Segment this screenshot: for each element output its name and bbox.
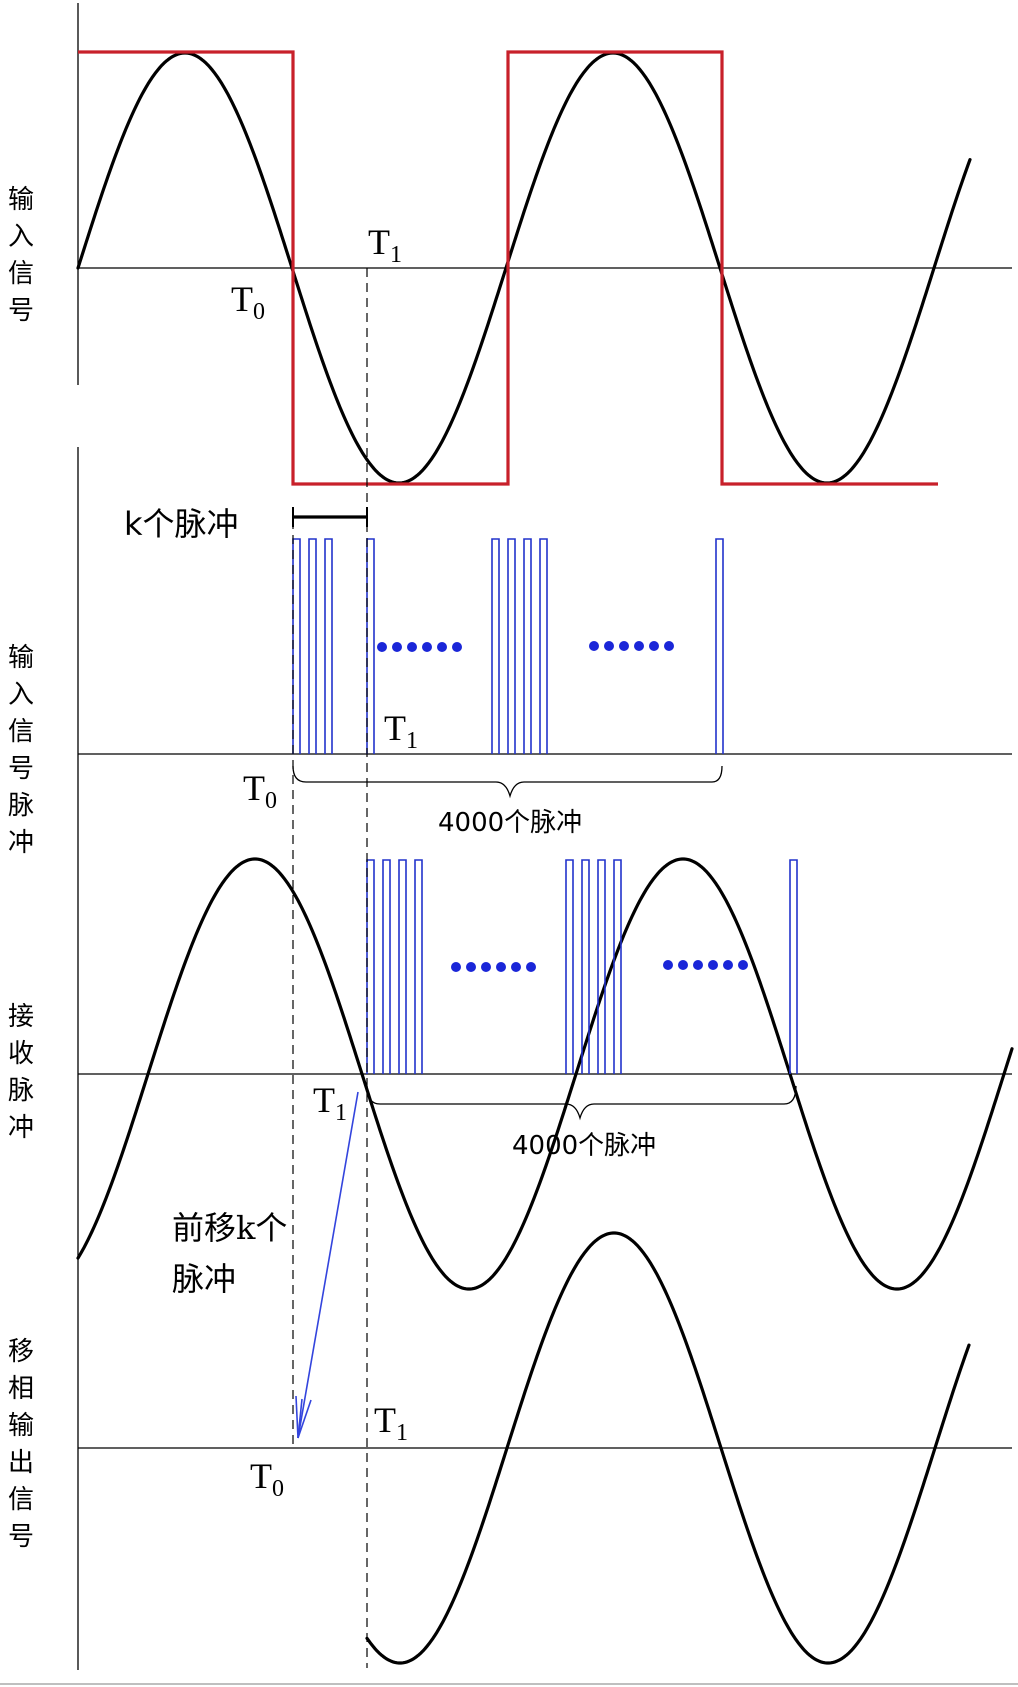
t0-marker-input-pulse: T0 (243, 768, 277, 814)
ellipsis-dot (589, 641, 599, 651)
input-4000-pulse-brace (292, 765, 723, 799)
svg-text:冲: 冲 (8, 828, 34, 858)
svg-text:相: 相 (8, 1374, 34, 1404)
svg-text:出: 出 (8, 1448, 34, 1478)
ellipsis-dot (451, 962, 461, 972)
receive-4000-pulse-brace (366, 1085, 797, 1121)
input-pulse (292, 538, 301, 754)
t1-marker-input-pulse: T1 (384, 708, 418, 754)
k-pulse-span-marker (292, 507, 368, 527)
input-pulse (715, 538, 724, 754)
t1-marker-receive-pulse: T1 (313, 1080, 347, 1126)
receive-4000-pulses-label: 4000个脉冲 (512, 1131, 656, 1161)
receive-pulse (597, 859, 606, 1074)
ellipsis-dot (663, 960, 673, 970)
shift-k-pulses-label-line2: 脉冲 (172, 1260, 236, 1298)
receive-pulse (613, 859, 622, 1074)
ellipsis-dot (392, 642, 402, 652)
label-shifted-output-signal: 移 相 输 出 信 号 (8, 1337, 34, 1552)
input-pulse (324, 538, 333, 754)
shift-arrow (295, 1091, 359, 1439)
t1-marker-input-signal: T1 (368, 222, 402, 268)
receive-pulse (565, 859, 574, 1074)
label-receive-pulse: 接 收 脉 冲 (8, 1002, 34, 1143)
ellipsis-dot (678, 960, 688, 970)
svg-text:信: 信 (8, 717, 34, 747)
receive-pulse (414, 859, 423, 1074)
input-sine-wave (76, 51, 972, 485)
ellipsis-dot (634, 641, 644, 651)
svg-text:冲: 冲 (8, 1113, 34, 1143)
receive-pulse (581, 859, 590, 1074)
ellipsis-dot (738, 960, 748, 970)
ellipsis-dot (708, 960, 718, 970)
input-pulse (507, 538, 516, 754)
svg-text:入: 入 (8, 222, 34, 252)
ellipsis-dot (619, 641, 629, 651)
ellipsis-dot (604, 641, 614, 651)
ellipsis-dot (481, 962, 491, 972)
input-pulse (366, 538, 375, 754)
svg-text:号: 号 (8, 1522, 34, 1552)
svg-text:号: 号 (8, 296, 34, 326)
svg-text:入: 入 (8, 680, 34, 710)
ellipsis-dot (511, 962, 521, 972)
label-input-signal-pulse: 输 入 信 号 脉 冲 (8, 643, 34, 858)
svg-text:脉: 脉 (8, 791, 34, 821)
input-pulse (491, 538, 500, 754)
shifted-output-sine-wave (365, 1231, 971, 1665)
ellipsis-dots (377, 641, 748, 972)
t1-marker-output-signal: T1 (374, 1400, 408, 1446)
svg-text:输: 输 (8, 185, 34, 215)
svg-text:收: 收 (8, 1039, 34, 1069)
svg-text:号: 号 (8, 754, 34, 784)
t0-marker-input-signal: T0 (231, 279, 265, 325)
input-pulse (539, 538, 548, 754)
ellipsis-dot (649, 641, 659, 651)
ellipsis-dot (723, 960, 733, 970)
svg-text:脉: 脉 (8, 1076, 34, 1106)
t0-marker-output-signal: T0 (250, 1456, 284, 1502)
ellipsis-dot (422, 642, 432, 652)
input-4000-pulses-label: 4000个脉冲 (438, 808, 582, 838)
receive-pulse (398, 859, 407, 1074)
receive-pulse (366, 859, 375, 1074)
shift-k-pulses-label-line1: 前移k个 (172, 1209, 287, 1247)
svg-text:输: 输 (8, 1411, 34, 1441)
receive-pulse (789, 859, 798, 1074)
ellipsis-dot (664, 641, 674, 651)
input-pulse (308, 538, 317, 754)
label-input-signal: 输 入 信 号 (8, 185, 34, 326)
ellipsis-dot (377, 642, 387, 652)
ellipsis-dot (496, 962, 506, 972)
input-pulse (523, 538, 532, 754)
ellipsis-dot (466, 962, 476, 972)
ellipsis-dot (407, 642, 417, 652)
svg-text:接: 接 (8, 1002, 34, 1032)
ellipsis-dot (526, 962, 536, 972)
svg-text:输: 输 (8, 643, 34, 673)
receive-sine-wave (76, 857, 1014, 1291)
k-pulses-label: k个脉冲 (124, 505, 239, 543)
ellipsis-dot (452, 642, 462, 652)
svg-text:移: 移 (8, 1337, 34, 1367)
svg-text:信: 信 (8, 259, 34, 289)
ellipsis-dot (437, 642, 447, 652)
svg-text:信: 信 (8, 1485, 34, 1515)
ellipsis-dot (693, 960, 703, 970)
receive-pulse (382, 859, 391, 1074)
input-square-wave (78, 50, 938, 486)
